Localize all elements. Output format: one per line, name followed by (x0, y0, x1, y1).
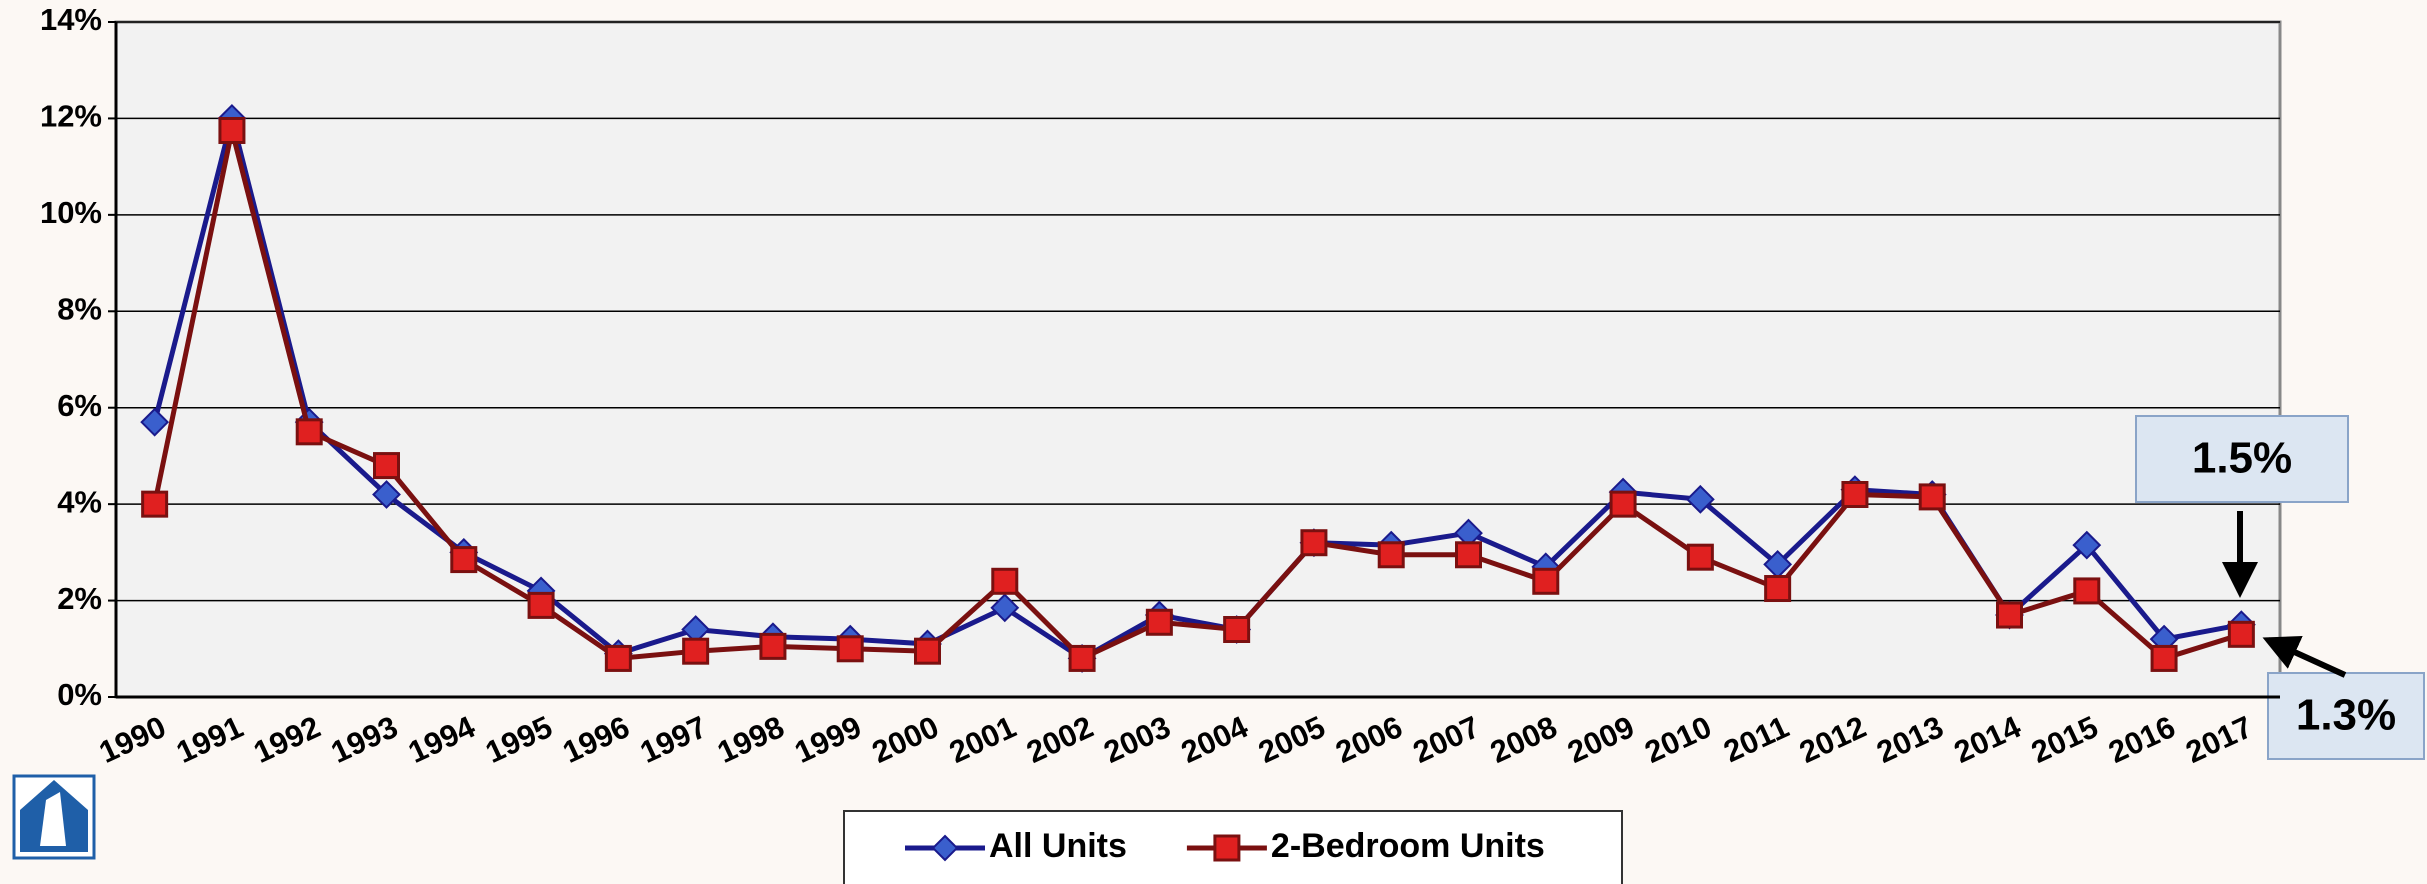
x-tick-label: 1994 (403, 709, 481, 770)
x-tick-label: 2002 (1021, 709, 1098, 770)
x-tick-label: 2013 (1871, 709, 1948, 770)
marker (991, 567, 1019, 595)
y-tick-label: 12% (40, 99, 102, 134)
marker (1609, 490, 1637, 518)
x-tick-label: 2004 (1176, 709, 1254, 770)
x-tick-label: 1996 (557, 709, 634, 770)
marker (914, 637, 941, 665)
annotation-box (2135, 415, 2349, 503)
x-tick-label: 1998 (712, 709, 789, 770)
arrow (2262, 636, 2347, 678)
marker (295, 418, 323, 446)
x-tick-label: 2011 (1718, 709, 1794, 769)
y-tick-label: 10% (40, 195, 102, 230)
marker (372, 480, 401, 509)
x-tick-label: 2017 (2180, 709, 2257, 770)
marker (1377, 541, 1405, 569)
legend-label: 2-Bedroom Units (1271, 827, 1545, 865)
marker (1918, 483, 1946, 511)
marker (2073, 577, 2101, 605)
x-tick-label: 2015 (2026, 709, 2103, 770)
x-tick-label: 1992 (248, 709, 325, 770)
marker (1145, 608, 1173, 636)
y-tick-label: 6% (57, 388, 102, 423)
x-tick-label: 2012 (1794, 709, 1871, 770)
annotation: 1.3% (2296, 691, 2396, 740)
x-tick-label: 1990 (94, 709, 171, 770)
marker (1996, 601, 2023, 629)
y-tick-label: 14% (40, 2, 102, 37)
x-tick-label: 2003 (1098, 709, 1175, 770)
series-line (152, 117, 2242, 662)
marker (2150, 644, 2178, 672)
y-tick-label: 4% (57, 484, 102, 519)
marker (1300, 529, 1328, 557)
x-tick-label: 1997 (635, 709, 712, 770)
x-tick-label: 2016 (2103, 709, 2180, 770)
marker (990, 593, 1020, 623)
marker (2072, 530, 2102, 560)
legend-label: All Units (989, 827, 1127, 865)
marker (140, 407, 170, 437)
y-tick-label: 0% (57, 677, 102, 712)
marker (1686, 543, 1714, 571)
marker (373, 452, 400, 480)
marker (604, 644, 632, 672)
marker (2227, 620, 2255, 648)
x-tick-label: 2007 (1408, 709, 1485, 770)
x-tick-label: 2010 (1639, 709, 1716, 770)
x-tick-label: 2014 (1949, 709, 2027, 770)
x-tick-label: 2000 (867, 709, 944, 770)
logo (12, 774, 96, 860)
y-tick-label: 2% (57, 581, 102, 616)
marker (759, 632, 787, 660)
annotation-box (2267, 672, 2425, 760)
marker (1068, 644, 1096, 672)
marker (218, 116, 246, 144)
marker (1841, 481, 1869, 508)
y-tick-label: 8% (57, 291, 102, 326)
marker (1532, 567, 1560, 595)
plot-area (114, 20, 2282, 699)
marker (450, 546, 478, 574)
marker (527, 591, 555, 619)
marker (1213, 834, 1241, 862)
x-tick-label: 1993 (326, 709, 403, 770)
x-tick-label: 1991 (171, 709, 248, 770)
marker (1685, 484, 1715, 514)
x-tick-label: 2009 (1562, 709, 1639, 770)
marker (141, 490, 169, 518)
x-tick-label: 1995 (480, 709, 557, 770)
series-line (152, 129, 2243, 662)
x-tick-label: 2001 (944, 709, 1021, 770)
x-tick-label: 1999 (789, 709, 866, 770)
marker (836, 635, 864, 663)
marker (931, 834, 959, 862)
annotation: 1.5% (2192, 434, 2292, 483)
x-tick-label: 2008 (1485, 709, 1562, 770)
marker (1455, 541, 1482, 569)
marker (1223, 616, 1251, 643)
x-tick-label: 2006 (1330, 709, 1407, 770)
x-tick-label: 2005 (1253, 709, 1330, 770)
marker (682, 637, 710, 665)
marker (1764, 575, 1792, 603)
